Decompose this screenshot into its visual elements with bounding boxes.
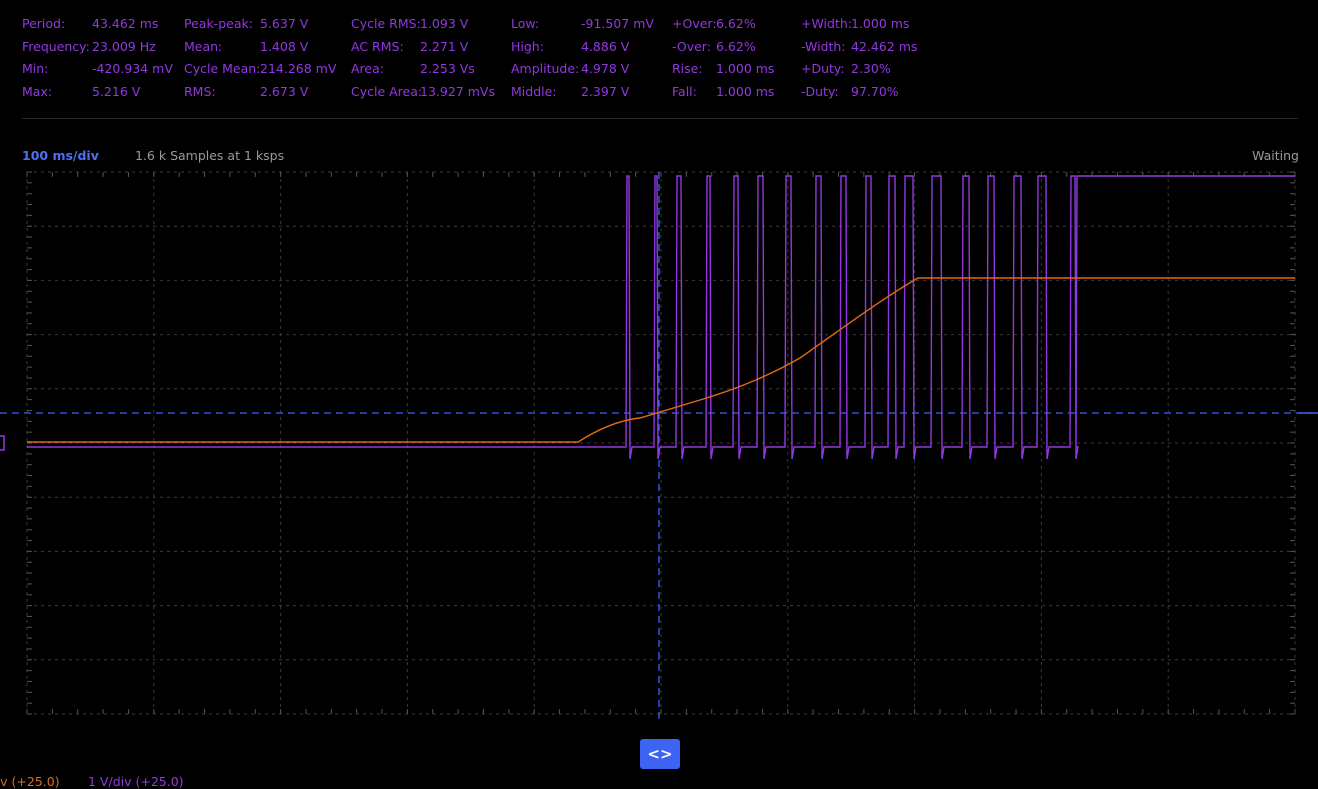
measurement-label: RMS: bbox=[184, 84, 216, 99]
measurement-label: +Over: bbox=[672, 16, 717, 31]
measurement-value: 1.000 ms bbox=[716, 61, 775, 76]
measurement-value: 6.62% bbox=[716, 39, 756, 54]
timebase-label[interactable]: 100 ms/div bbox=[22, 148, 99, 163]
trigger-status: Waiting bbox=[1252, 148, 1299, 163]
measurement-value: -420.934 mV bbox=[92, 61, 173, 76]
sample-rate-label: 1.6 k Samples at 1 ksps bbox=[135, 148, 285, 163]
measurement-label: Max: bbox=[22, 84, 53, 99]
measurement-label: -Over: bbox=[672, 39, 711, 54]
measurement-label: Area: bbox=[351, 61, 384, 76]
measurement-value: 23.009 Hz bbox=[92, 39, 156, 54]
measurement-value: 2.30% bbox=[851, 61, 891, 76]
measurement-value: 2.271 V bbox=[420, 39, 469, 54]
pan-icon: <> bbox=[647, 745, 673, 763]
traces bbox=[27, 175, 1295, 460]
trigger-cursors bbox=[0, 172, 1318, 720]
measurement-label: Cycle Mean: bbox=[184, 61, 261, 76]
measurement-label: Cycle Area: bbox=[351, 84, 423, 99]
measurement-value: 5.637 V bbox=[260, 16, 309, 31]
measurement-value: 2.253 Vs bbox=[420, 61, 475, 76]
scope-grid bbox=[26, 171, 1296, 715]
measurement-label: +Width: bbox=[801, 16, 853, 31]
channel-2-scale[interactable]: 1 V/div (+25.0) bbox=[88, 774, 184, 789]
channel-markers bbox=[0, 412, 1318, 451]
measurement-label: Amplitude: bbox=[511, 61, 580, 76]
measurement-value: 4.886 V bbox=[581, 39, 630, 54]
measurement-value: 5.216 V bbox=[92, 84, 141, 99]
measurement-value: 4.978 V bbox=[581, 61, 630, 76]
measurement-value: 42.462 ms bbox=[851, 39, 918, 54]
measurement-label: Period: bbox=[22, 16, 66, 31]
header-divider bbox=[22, 118, 1298, 119]
measurement-value: 1.000 ms bbox=[851, 16, 910, 31]
measurement-label: Fall: bbox=[672, 84, 697, 99]
measurement-value: 1.000 ms bbox=[716, 84, 775, 99]
measurement-value: 2.673 V bbox=[260, 84, 309, 99]
measurement-label: Low: bbox=[511, 16, 540, 31]
channel-2-offset-marker bbox=[0, 435, 5, 451]
measurement-label: Frequency: bbox=[22, 39, 90, 54]
measurement-value: 6.62% bbox=[716, 16, 756, 31]
measurement-label: Rise: bbox=[672, 61, 703, 76]
measurement-value: 2.397 V bbox=[581, 84, 630, 99]
measurement-value: 1.093 V bbox=[420, 16, 469, 31]
measurement-label: +Duty: bbox=[801, 61, 845, 76]
measurement-value: 97.70% bbox=[851, 84, 899, 99]
measurement-label: Cycle RMS: bbox=[351, 16, 421, 31]
measurement-label: High: bbox=[511, 39, 544, 54]
channel-1-scale[interactable]: V/div (+25.0) bbox=[0, 774, 60, 789]
measurement-label: -Width: bbox=[801, 39, 846, 54]
channel-2-trace bbox=[27, 175, 1295, 460]
measurement-label: AC RMS: bbox=[351, 39, 404, 54]
measurement-label: Mean: bbox=[184, 39, 223, 54]
channel-1-trace bbox=[27, 277, 1295, 443]
measurement-value: 13.927 mVs bbox=[420, 84, 495, 99]
measurement-value: -91.507 mV bbox=[581, 16, 654, 31]
scope-display[interactable] bbox=[0, 160, 1318, 720]
measurements-panel: Period: 43.462 ms Frequency: 23.009 Hz Min: -… bbox=[0, 0, 1318, 110]
measurement-value: 214.268 mV bbox=[260, 61, 337, 76]
measurement-label: Min: bbox=[22, 61, 49, 76]
measurement-label: Middle: bbox=[511, 84, 557, 99]
measurement-value: 43.462 ms bbox=[92, 16, 159, 31]
measurement-label: Peak-peak: bbox=[184, 16, 253, 31]
measurement-label: -Duty: bbox=[801, 84, 839, 99]
measurement-value: 1.408 V bbox=[260, 39, 309, 54]
pan-button[interactable]: <> bbox=[640, 739, 680, 769]
